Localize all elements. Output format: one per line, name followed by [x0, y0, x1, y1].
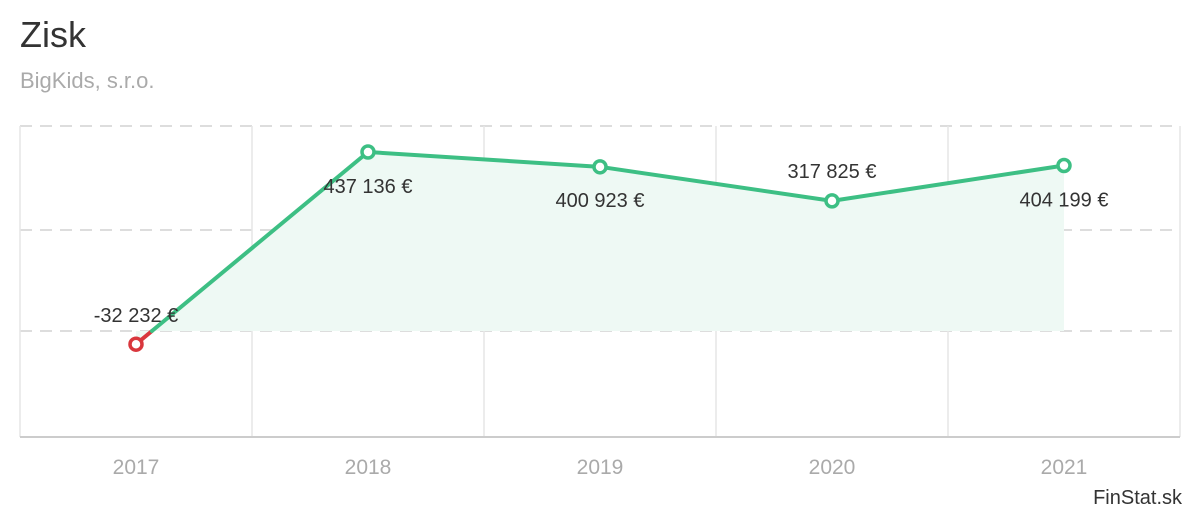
data-point-2019[interactable]: [592, 159, 608, 175]
x-tick-2017: 2017: [113, 456, 160, 479]
x-axis-ticks: 2017 2018 2019 2020 2021: [113, 456, 1088, 479]
line-segment: [598, 164, 834, 203]
data-label-2021: 404 199 €: [1020, 189, 1109, 211]
area-fill: [136, 152, 1064, 345]
data-labels: -32 232 € 437 136 € 400 923 € 317 825 € 404 …: [94, 161, 1109, 327]
data-points: [128, 144, 1072, 352]
line-segment: [149, 150, 370, 333]
finstat-credit-link[interactable]: FinStat.sk: [1093, 487, 1182, 509]
x-tick-2018: 2018: [345, 456, 392, 479]
data-point-2018[interactable]: [360, 144, 376, 160]
x-tick-2021: 2021: [1041, 456, 1088, 479]
chart-title: Zisk: [20, 14, 86, 55]
data-label-2017: -32 232 €: [94, 305, 179, 327]
data-label-2019: 400 923 €: [556, 190, 645, 212]
data-point-2021[interactable]: [1056, 157, 1072, 174]
x-tick-2020: 2020: [809, 456, 856, 479]
data-point-2020[interactable]: [824, 193, 840, 209]
line-segment: [366, 150, 602, 169]
line-segment: [830, 163, 1066, 203]
x-tick-2019: 2019: [577, 456, 624, 479]
chart-subtitle: BigKids, s.r.o.: [20, 68, 155, 93]
data-point-2017[interactable]: [128, 336, 144, 352]
series-line: [134, 150, 1066, 347]
data-label-2020: 317 825 €: [788, 161, 877, 183]
data-label-2018: 437 136 €: [324, 176, 413, 198]
